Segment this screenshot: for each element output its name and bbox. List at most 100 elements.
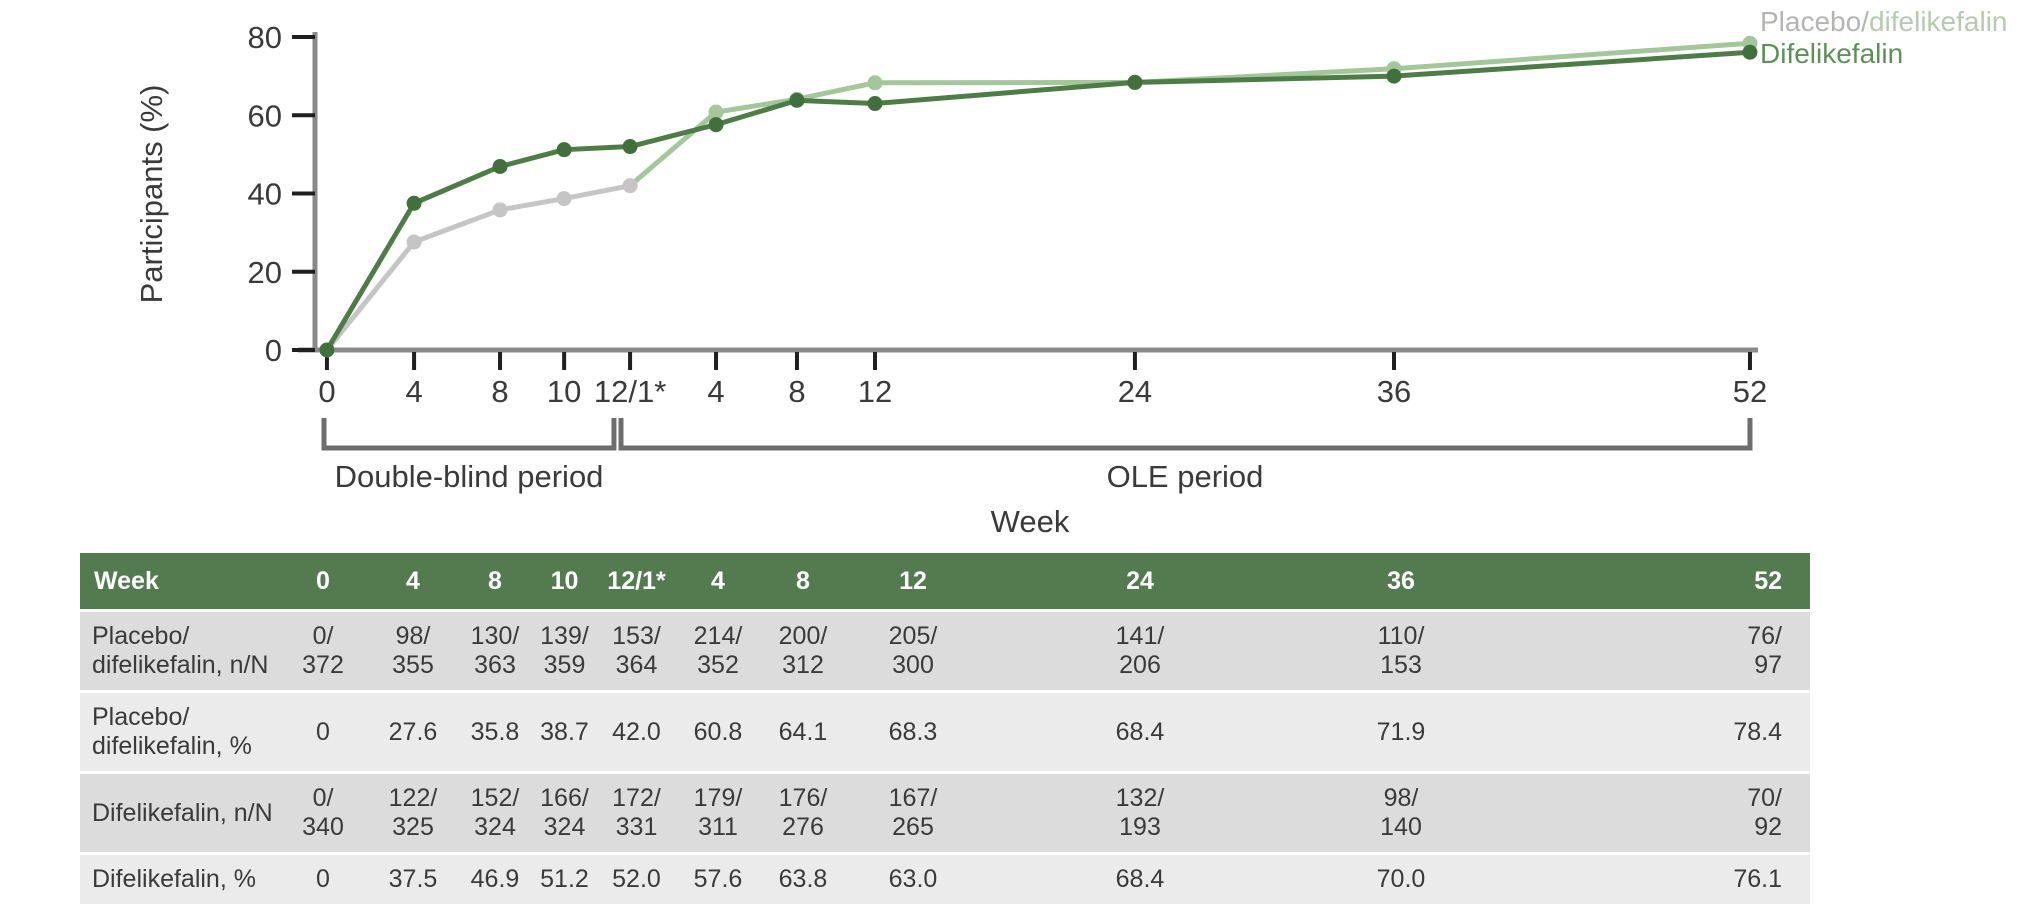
fraction-line: 76/ bbox=[1747, 622, 1782, 650]
x-tick-label: 8 bbox=[788, 374, 805, 409]
fraction-line: 130/ bbox=[470, 622, 520, 650]
x-tick-label: 0 bbox=[318, 374, 335, 409]
row-label-line: Difelikefalin, % bbox=[92, 865, 256, 893]
fraction-line: 110/ bbox=[1377, 622, 1425, 650]
x-tick-label: 4 bbox=[707, 374, 724, 409]
fraction-line: 98/ bbox=[1383, 784, 1419, 812]
table-cell: 46.9 bbox=[458, 855, 532, 904]
series-lines bbox=[319, 35, 1758, 358]
y-tick-label: 20 bbox=[248, 255, 282, 290]
y-tick-label: 40 bbox=[248, 177, 282, 212]
fraction-line: 97 bbox=[1754, 651, 1782, 679]
placebo-point-4 bbox=[622, 178, 638, 194]
fraction-line: 98/ bbox=[395, 622, 431, 650]
table-cell: 52.0 bbox=[597, 855, 676, 904]
fraction-line: 139/ bbox=[540, 622, 589, 650]
table-cell: 68.3 bbox=[846, 693, 980, 771]
fraction-line: 153 bbox=[1380, 651, 1422, 679]
table-cell: 68.4 bbox=[980, 693, 1300, 771]
fraction-line: 355 bbox=[392, 651, 434, 679]
difelikefalin-point-0 bbox=[319, 342, 335, 358]
table-header-cell: 8 bbox=[760, 553, 846, 609]
fraction-line: 153/ bbox=[612, 622, 661, 650]
fraction-line: 276 bbox=[782, 813, 824, 841]
table-cell: 0 bbox=[278, 855, 368, 904]
table-header-week: Week bbox=[80, 553, 278, 609]
table-cell: 214/352 bbox=[676, 612, 760, 690]
table-cell: 60.8 bbox=[676, 693, 760, 771]
table-cell: 42.0 bbox=[597, 693, 676, 771]
placebo-point-2 bbox=[492, 202, 508, 218]
y-tick-label: 0 bbox=[265, 333, 282, 368]
table-cell: 205/300 bbox=[846, 612, 980, 690]
table-cell: 176/276 bbox=[760, 774, 846, 852]
table-cell: 152/324 bbox=[458, 774, 532, 852]
table-cell: 167/265 bbox=[846, 774, 980, 852]
table-cell: 122/325 bbox=[368, 774, 458, 852]
fraction-line: 214/ bbox=[693, 622, 743, 650]
row-label-line: Placebo/ bbox=[92, 703, 190, 731]
fraction-line: 166/ bbox=[540, 784, 589, 812]
table-cell: 0/372 bbox=[278, 612, 368, 690]
difelikefalin-point-3 bbox=[556, 142, 572, 158]
table-cell: 132/193 bbox=[980, 774, 1300, 852]
table-header-cell: 24 bbox=[980, 553, 1300, 609]
x-tick-label: 4 bbox=[405, 374, 422, 409]
table-cell: 70.0 bbox=[1300, 855, 1502, 904]
summary-table: Week 0 4 8 10 12/1* 4 8 12 24 36 52 Placebo/difelik… bbox=[80, 550, 1810, 907]
fraction-line: 141/ bbox=[1115, 622, 1165, 650]
legend-placebo-prefix: Placebo/ bbox=[1760, 6, 1869, 37]
table-header-row: Week 0 4 8 10 12/1* 4 8 12 24 36 52 bbox=[80, 553, 1810, 609]
fraction-line: 122/ bbox=[388, 784, 438, 812]
fraction-line: 324 bbox=[543, 813, 586, 841]
axes: 0 20 40 60 80 0 4 8 10 12/1* 4 8 12 24 36 52 bbox=[248, 20, 1768, 409]
table-header-cell: 8 bbox=[458, 553, 532, 609]
participants-chart: 0 20 40 60 80 0 4 8 10 12/1* 4 8 12 24 36 52 Participan… bbox=[134, 6, 2008, 539]
legend-placebo-suffix: difelikefalin bbox=[1869, 6, 2008, 37]
table-cell: 51.2 bbox=[532, 855, 597, 904]
table-cell: 179/311 bbox=[676, 774, 760, 852]
period-bracket-1 bbox=[618, 418, 1753, 451]
difelikefalin-point-7 bbox=[867, 96, 883, 112]
row-label: Difelikefalin, n/N bbox=[80, 774, 278, 852]
table-cell: 68.4 bbox=[980, 855, 1300, 904]
double-blind-period-label: Double-blind period bbox=[335, 459, 604, 494]
row-label-line: difelikefalin, n/N bbox=[92, 651, 269, 679]
x-axis-title: Week bbox=[991, 504, 1070, 539]
table-cell: 63.0 bbox=[846, 855, 980, 904]
x-tick-label: 24 bbox=[1118, 374, 1152, 409]
fraction-line: 300 bbox=[892, 651, 934, 679]
x-tick-label: 12 bbox=[858, 374, 892, 409]
y-tick-label: 80 bbox=[248, 20, 282, 55]
fraction-line: 176/ bbox=[778, 784, 828, 812]
table-cell: 166/324 bbox=[532, 774, 597, 852]
fraction-line: 265 bbox=[892, 813, 934, 841]
x-tick-label: 52 bbox=[1733, 374, 1767, 409]
table-cell: 71.9 bbox=[1300, 693, 1502, 771]
difelikefalin-point-1 bbox=[406, 195, 422, 211]
legend-difelikefalin-label: Difelikefalin bbox=[1760, 38, 1903, 69]
x-tick-label: 10 bbox=[547, 374, 581, 409]
fraction-line: 132/ bbox=[1115, 784, 1165, 812]
fraction-line: 70/ bbox=[1747, 784, 1782, 812]
row-label: Difelikefalin, % bbox=[80, 855, 278, 904]
table-cell: 63.8 bbox=[760, 855, 846, 904]
y-axis-title: Participants (%) bbox=[134, 85, 169, 304]
row-label-line: Placebo/ bbox=[92, 622, 190, 650]
period-brackets bbox=[321, 418, 1753, 451]
fraction-line: 372 bbox=[302, 651, 344, 679]
table-row: Difelikefalin, n/N 0/340 122/325 152/324 166… bbox=[80, 774, 1810, 852]
table-cell: 38.7 bbox=[532, 693, 597, 771]
table-cell: 110/153 bbox=[1300, 612, 1502, 690]
table-cell: 0 bbox=[278, 693, 368, 771]
table-cell: 37.5 bbox=[368, 855, 458, 904]
fraction-line: 179/ bbox=[693, 784, 743, 812]
legend-placebo-label: Placebo/difelikefalin bbox=[1760, 6, 2008, 37]
table-header-cell: 4 bbox=[368, 553, 458, 609]
row-label: Placebo/difelikefalin, % bbox=[80, 693, 278, 771]
difelikefalin-point-2 bbox=[492, 159, 508, 175]
y-tick-label: 60 bbox=[248, 98, 282, 133]
table-header-cell: 10 bbox=[532, 553, 597, 609]
fraction-line: 205/ bbox=[888, 622, 938, 650]
